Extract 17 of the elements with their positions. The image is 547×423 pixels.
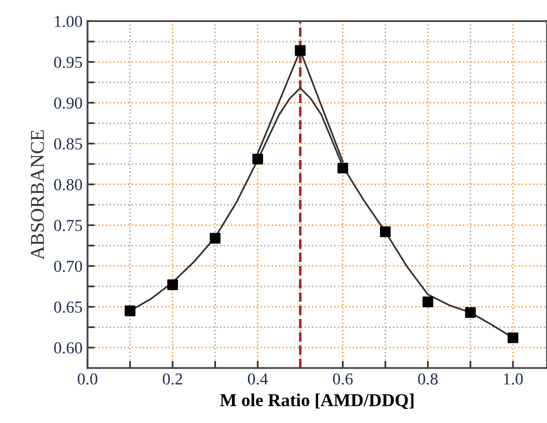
x-tick-label: 0.6 (333, 373, 353, 385)
y-tick-label: 0.80 (54, 179, 82, 190)
x-tick-label: 1.0 (504, 373, 523, 385)
y-tick-label: 0.85 (54, 138, 82, 150)
x-axis-title: M ole Ratio [AMD/DDQ] (220, 394, 414, 409)
y-tick-label: 0.70 (54, 260, 82, 272)
x-tick-label: 0.0 (78, 373, 98, 385)
x-tick-label: 0.2 (162, 373, 182, 385)
y-tick-label: 0.95 (54, 56, 82, 68)
x-tick-label: 0.4 (248, 373, 268, 385)
y-tick-label: 1.00 (54, 16, 82, 28)
y-axis-title: ABSORBANCE (30, 130, 44, 260)
y-tick-label: 0.60 (54, 342, 82, 354)
y-tick-label: 0.65 (54, 302, 82, 313)
x-tick-label: 0.8 (418, 373, 438, 385)
y-tick-label: 0.90 (54, 97, 82, 109)
y-tick-label: 0.75 (54, 220, 82, 232)
